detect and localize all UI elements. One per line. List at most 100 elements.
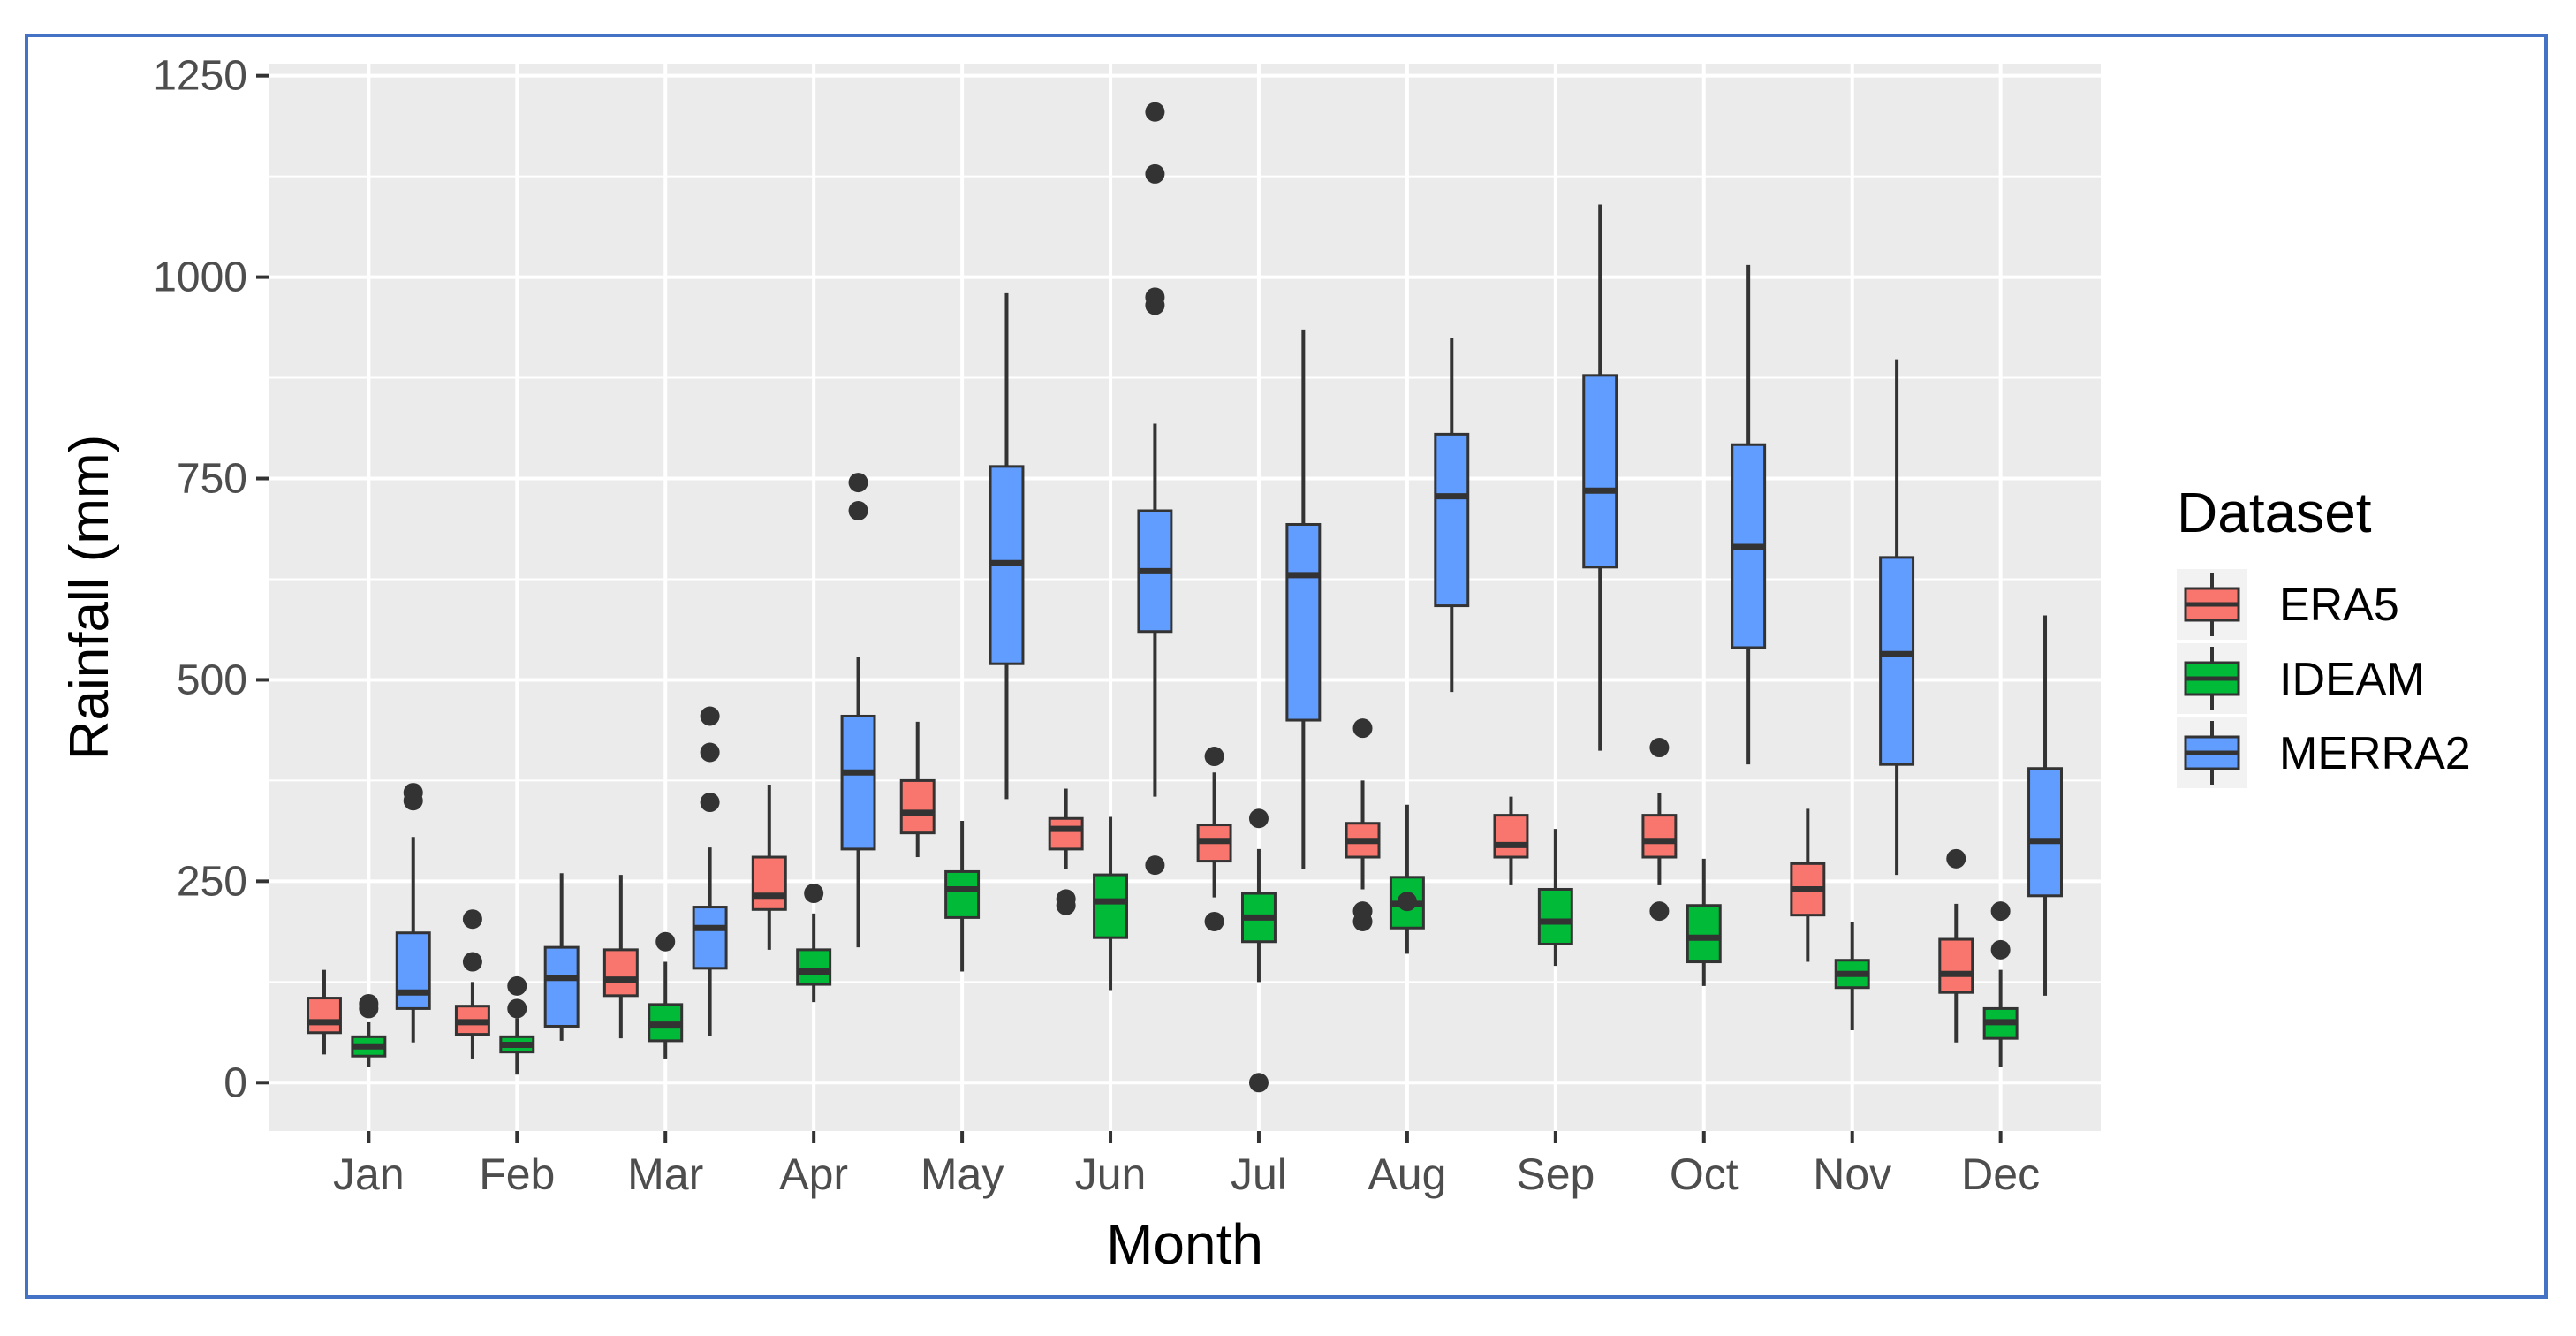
box-era5-dec <box>1938 848 1974 1043</box>
box-iqr <box>1093 873 1129 939</box>
box-merra2-jul <box>1285 329 1322 869</box>
box-iqr <box>1493 814 1529 859</box>
box-ideam-mar <box>648 931 684 1059</box>
x-tick-label: Jul <box>1231 1150 1287 1199</box>
outlier-point <box>1649 738 1670 758</box>
box-ideam-may <box>944 820 981 972</box>
box-era5-jun <box>1048 788 1084 915</box>
y-tick-label: 750 <box>177 456 247 503</box>
legend-label-era5: ERA5 <box>2279 580 2399 631</box>
plot-panel <box>269 64 2101 1131</box>
box-era5-sep <box>1493 796 1529 885</box>
outlier-point <box>1145 102 1165 122</box>
figure-frame: 0 250 500 750 1000 1250 Jan Feb Mar Apr May Jun Jul… <box>25 34 2548 1299</box>
outlier-point <box>507 975 527 996</box>
outlier-point <box>1204 911 1224 931</box>
box-merra2-dec <box>2027 615 2063 996</box>
box-merra2-nov <box>1879 359 1915 876</box>
y-tick-label: 1250 <box>153 53 247 100</box>
box-iqr <box>395 931 431 1010</box>
outlier-point <box>507 998 527 1019</box>
box-iqr <box>2027 767 2063 898</box>
box-iqr <box>899 778 936 835</box>
box-ideam-jun <box>1093 816 1129 991</box>
y-tick-label: 1000 <box>153 254 247 301</box>
outlier-point <box>1397 892 1417 912</box>
legend-label-ideam: IDEAM <box>2279 654 2425 705</box>
legend-label-merra2: MERRA2 <box>2279 728 2471 779</box>
outlier-point <box>403 783 423 803</box>
box-era5-may <box>899 721 936 858</box>
outlier-point <box>1145 287 1165 307</box>
box-merra2-jan <box>395 783 431 1043</box>
x-axis-title: Month <box>1106 1212 1263 1276</box>
box-merra2-jun <box>1137 102 1173 876</box>
box-merra2-feb <box>543 873 580 1041</box>
outlier-point <box>1990 939 2011 960</box>
outlier-point <box>1145 163 1165 184</box>
legend-key-merra2 <box>2177 717 2247 788</box>
box-iqr <box>944 869 981 919</box>
box-era5-feb <box>454 909 490 1059</box>
box-iqr <box>1686 904 1722 964</box>
legend-title: Dataset <box>2177 481 2372 544</box>
box-era5-nov <box>1790 808 1826 962</box>
box-era5-oct <box>1641 738 1678 922</box>
outlier-point <box>1352 901 1373 922</box>
x-tick-label: Aug <box>1368 1150 1446 1199</box>
outlier-point <box>1990 901 2011 922</box>
boxes-layer <box>307 102 2063 1093</box>
box-merra2-may <box>989 292 1025 800</box>
box-ideam-jul <box>1240 808 1277 1093</box>
box-iqr <box>1048 816 1084 851</box>
outlier-point <box>1204 747 1224 767</box>
box-era5-apr <box>751 784 787 950</box>
box-iqr <box>1879 556 1915 766</box>
y-tick-label: 0 <box>224 1059 247 1106</box>
box-ideam-sep <box>1537 829 1573 967</box>
outlier-point <box>1946 848 1966 869</box>
outlier-point <box>1145 855 1165 876</box>
x-tick-label: Nov <box>1813 1150 1891 1199</box>
x-axis: Jan Feb Mar Apr May Jun Jul Aug Sep Oct Nov Dec <box>333 1131 2040 1199</box>
box-era5-aug <box>1345 718 1381 931</box>
outlier-point <box>848 473 868 493</box>
outlier-point <box>848 500 868 520</box>
box-merra2-sep <box>1582 204 1618 751</box>
x-tick-label: Apr <box>779 1150 848 1199</box>
outlier-point <box>700 742 720 763</box>
box-iqr <box>1285 522 1322 722</box>
box-iqr <box>543 945 580 1028</box>
x-tick-label: Feb <box>479 1150 555 1199</box>
box-iqr <box>1582 374 1618 569</box>
x-tick-label: Sep <box>1516 1150 1595 1199</box>
x-tick-label: Mar <box>627 1150 703 1199</box>
box-ideam-apr <box>796 884 832 1003</box>
outlier-point <box>700 793 720 813</box>
outlier-point <box>359 993 379 1013</box>
x-tick-label: Jun <box>1075 1150 1147 1199</box>
box-iqr <box>1434 432 1470 608</box>
boxplot-chart: 0 250 500 750 1000 1250 Jan Feb Mar Apr May Jun Jul… <box>59 53 2471 1276</box>
outlier-point <box>700 706 720 726</box>
box-iqr <box>692 906 728 970</box>
box-era5-jul <box>1196 747 1232 931</box>
y-tick-label: 500 <box>177 657 247 703</box>
box-ideam-aug <box>1389 804 1425 954</box>
legend: Dataset ERA5 IDEAM MERRA2 <box>2177 481 2471 788</box>
box-era5-mar <box>602 875 639 1039</box>
x-tick-label: May <box>921 1150 1004 1199</box>
box-merra2-apr <box>840 473 876 948</box>
outlier-point <box>1649 901 1670 922</box>
outlier-point <box>1248 1073 1269 1093</box>
outlier-point <box>1056 889 1076 909</box>
box-merra2-oct <box>1731 264 1767 765</box>
outlier-point <box>804 884 824 904</box>
x-tick-label: Jan <box>333 1150 405 1199</box>
box-merra2-aug <box>1434 337 1470 693</box>
outlier-point <box>462 952 482 972</box>
outlier-point <box>462 909 482 930</box>
x-tick-label: Oct <box>1670 1150 1739 1199</box>
box-iqr <box>840 714 876 851</box>
box-iqr <box>1537 887 1573 945</box>
